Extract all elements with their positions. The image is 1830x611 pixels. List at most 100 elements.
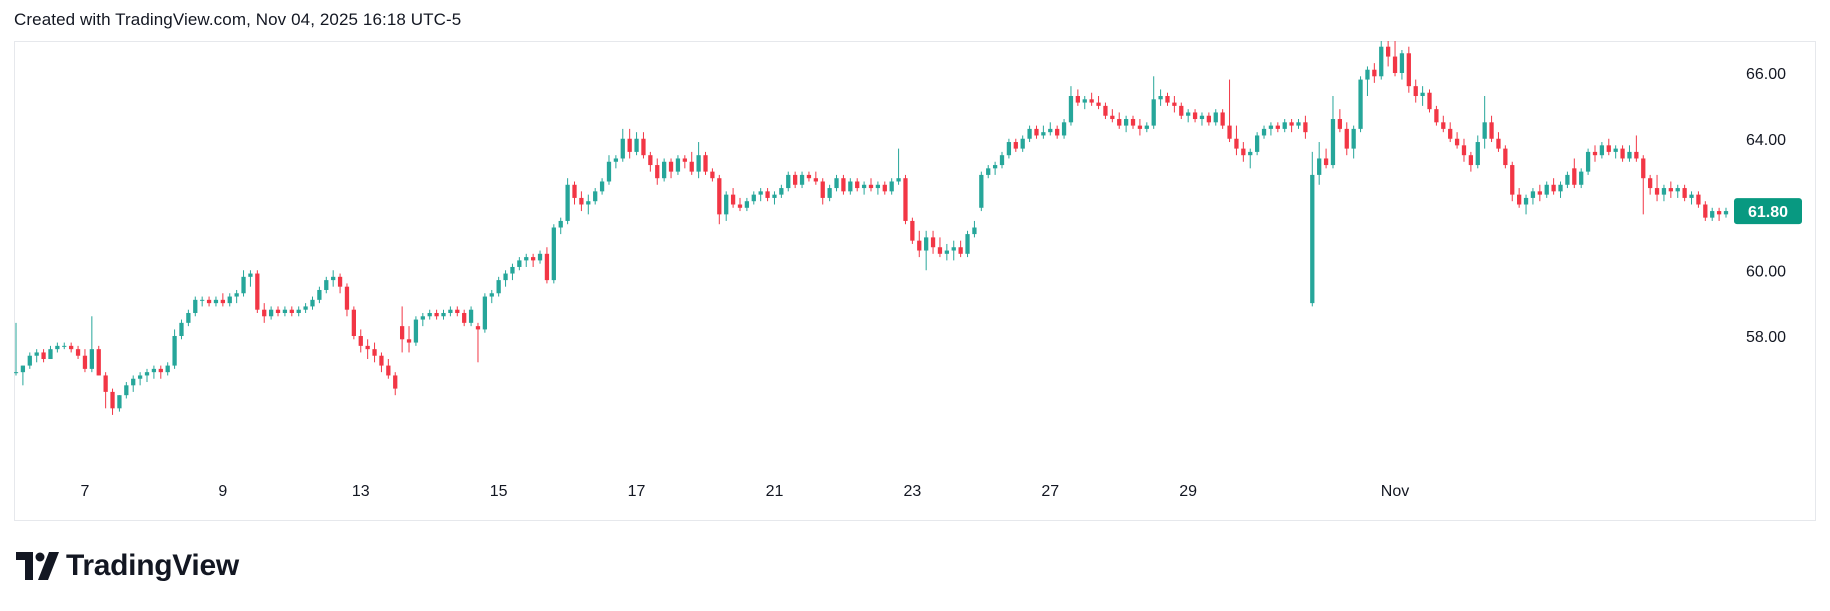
candle: [613, 155, 619, 169]
candle-body: [1330, 119, 1336, 166]
candle-body: [1289, 122, 1294, 126]
candle: [1675, 184, 1680, 198]
candle: [586, 194, 591, 215]
candle-body: [220, 299, 225, 304]
candle: [1206, 112, 1212, 126]
candle: [1565, 171, 1570, 189]
candle: [627, 128, 632, 159]
candle: [41, 349, 46, 363]
candle-body: [96, 349, 101, 376]
candle: [213, 296, 219, 307]
x-tick-label: 21: [766, 483, 784, 500]
x-tick-label: 9: [218, 483, 227, 500]
candle-body: [434, 312, 439, 317]
candle: [434, 309, 439, 320]
candle: [1441, 115, 1446, 133]
candle-body: [455, 309, 460, 313]
candle-body: [213, 299, 219, 304]
candle-body: [634, 138, 639, 152]
candle: [889, 178, 894, 195]
x-tick-label: 29: [1179, 483, 1197, 500]
candle: [1192, 109, 1198, 123]
candle: [958, 240, 963, 258]
candle-body: [193, 299, 198, 313]
candle: [1213, 109, 1218, 126]
candle: [475, 322, 481, 363]
candle-body: [1441, 122, 1446, 129]
candle-body: [986, 168, 991, 175]
candle-body: [1013, 142, 1018, 149]
candle: [655, 158, 660, 185]
candle-body: [268, 309, 274, 317]
candle-body: [1710, 211, 1715, 218]
candle-body: [1227, 125, 1232, 139]
candle: [1351, 125, 1356, 159]
candle: [282, 306, 288, 317]
candle: [1158, 89, 1163, 106]
candle-body: [1668, 188, 1673, 192]
candle: [1317, 142, 1322, 185]
candle: [503, 270, 508, 287]
candle-body: [551, 227, 556, 281]
candle-body: [1254, 135, 1260, 152]
candle-body: [303, 306, 308, 310]
candle-body: [227, 296, 232, 304]
candle: [103, 372, 108, 409]
candle: [1082, 96, 1087, 110]
candle: [200, 296, 205, 307]
candle: [1323, 148, 1329, 169]
candle: [55, 342, 60, 353]
candle-body: [1241, 148, 1246, 156]
candle-body: [1703, 204, 1708, 218]
candle: [1027, 125, 1032, 143]
candle: [1654, 174, 1660, 202]
candle: [772, 191, 777, 205]
candle-body: [365, 345, 370, 350]
candle-body: [1296, 122, 1301, 126]
candle: [399, 306, 405, 353]
candle: [151, 365, 157, 379]
tradingview-logo[interactable]: TradingView: [16, 548, 239, 584]
candle-body: [144, 372, 150, 376]
candle-body: [730, 194, 736, 205]
candle: [20, 365, 26, 386]
candle: [793, 171, 798, 189]
candle-body: [924, 237, 929, 251]
candle: [1110, 109, 1115, 123]
candle-body: [468, 309, 474, 323]
candle: [1282, 119, 1287, 133]
candle-body: [1716, 211, 1722, 215]
candle: [48, 345, 53, 360]
candle: [634, 132, 639, 156]
candle-body: [861, 184, 867, 189]
candle-body: [1041, 132, 1046, 136]
candle-body: [1220, 112, 1225, 126]
candle-body: [186, 312, 191, 323]
candle: [1716, 207, 1722, 221]
candle: [1482, 96, 1487, 149]
candle: [662, 158, 667, 182]
candle-body: [958, 247, 963, 254]
candle-body: [1392, 56, 1398, 73]
candle-body: [462, 312, 467, 323]
candle-body: [558, 220, 563, 228]
candle-body: [648, 155, 653, 166]
candle-body: [820, 181, 825, 198]
candle: [1248, 148, 1253, 169]
candle: [675, 155, 681, 175]
candle: [806, 171, 812, 182]
candle-body: [206, 299, 212, 304]
candle: [1344, 122, 1349, 156]
candle: [786, 171, 791, 192]
candle-body: [758, 191, 763, 195]
candle-body: [62, 345, 67, 347]
candle-body: [896, 178, 901, 182]
candle: [841, 174, 846, 195]
candle-body: [241, 276, 246, 294]
candle-body: [524, 257, 529, 261]
candle-body: [1199, 115, 1205, 120]
candle-body: [1365, 69, 1370, 80]
candle-body: [1517, 194, 1522, 205]
candle: [951, 240, 956, 261]
